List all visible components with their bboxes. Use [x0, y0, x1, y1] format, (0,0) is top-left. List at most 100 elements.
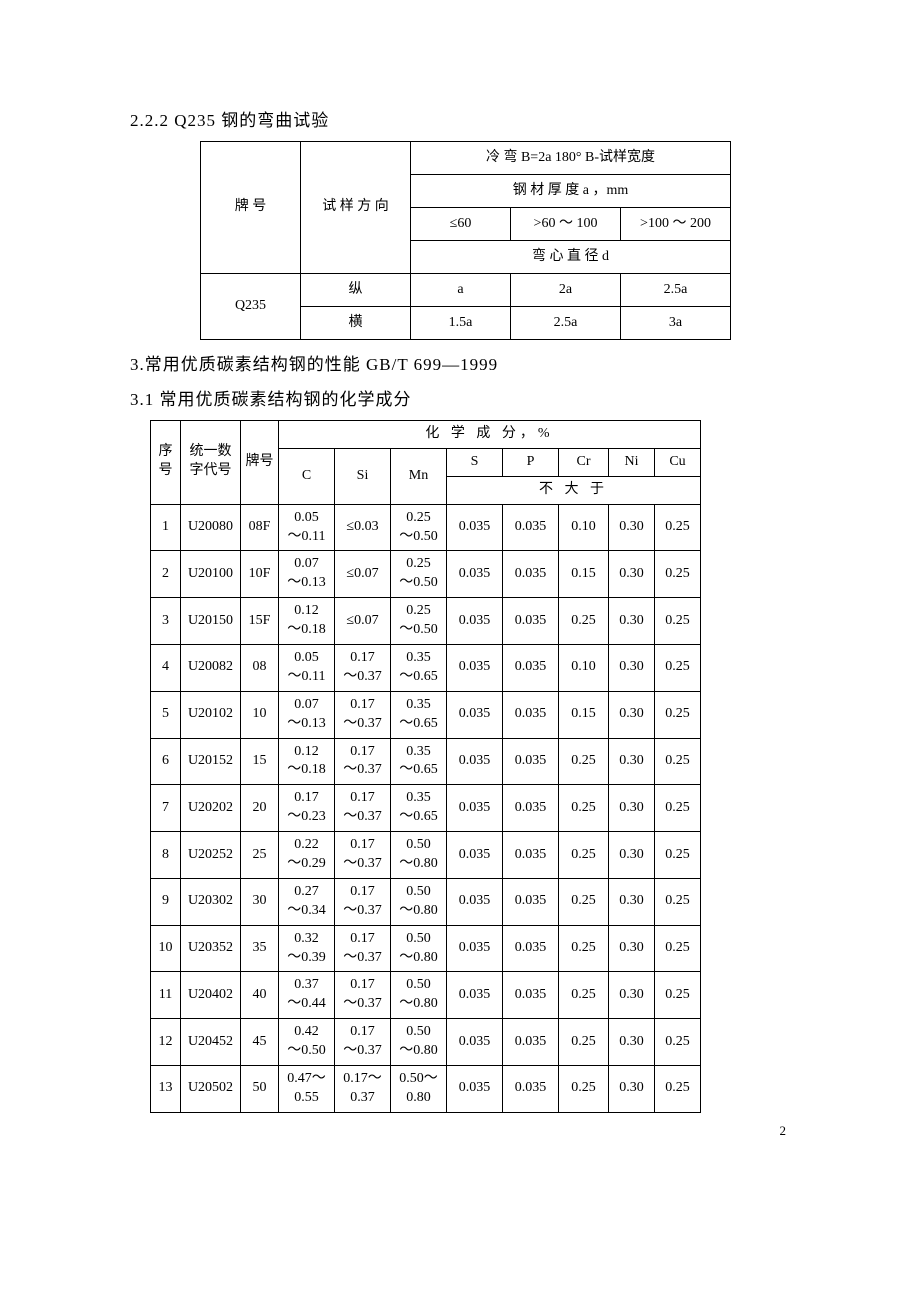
- cell-g: 08F: [241, 504, 279, 551]
- range-2: >60 ～ 100: [511, 208, 621, 241]
- cell-P: 0.035: [503, 645, 559, 692]
- cell-code: U20150: [181, 598, 241, 645]
- cell-P: 0.035: [503, 1019, 559, 1066]
- cell-Cr: 0.25: [559, 832, 609, 879]
- cell-Cr: 0.25: [559, 972, 609, 1019]
- cell-C: 0.32 ～0.39: [279, 925, 335, 972]
- cell-Ni: 0.30: [609, 645, 655, 692]
- cell-Mn: 0.25 ～0.50: [391, 551, 447, 598]
- cell-P: 0.035: [503, 878, 559, 925]
- col-Cr: Cr: [559, 448, 609, 476]
- cell-Si: 0.17 ～0.37: [335, 972, 391, 1019]
- cell-Si: ≤0.03: [335, 504, 391, 551]
- cell-g: 40: [241, 972, 279, 1019]
- cell: 2a: [511, 274, 621, 307]
- cell-Cu: 0.25: [655, 972, 701, 1019]
- cell-Si: 0.17 ～0.37: [335, 738, 391, 785]
- cell-n: 4: [151, 645, 181, 692]
- cell-S: 0.035: [447, 878, 503, 925]
- cell-g: 20: [241, 785, 279, 832]
- cell-Ni: 0.30: [609, 738, 655, 785]
- cell-Cu: 0.25: [655, 551, 701, 598]
- cell-n: 10: [151, 925, 181, 972]
- cell-g: 15: [241, 738, 279, 785]
- cell-P: 0.035: [503, 832, 559, 879]
- cell-n: 12: [151, 1019, 181, 1066]
- cell-code: U20152: [181, 738, 241, 785]
- col-direction: 试 样 方 向: [301, 142, 411, 274]
- cell-Cu: 0.25: [655, 645, 701, 692]
- cell-Cr: 0.15: [559, 551, 609, 598]
- cell-n: 7: [151, 785, 181, 832]
- cell-n: 3: [151, 598, 181, 645]
- col-chem: 化 学 成 分，%: [279, 421, 701, 449]
- cell-Mn: 0.50 ～0.80: [391, 1019, 447, 1066]
- cell-g: 15F: [241, 598, 279, 645]
- cell-n: 11: [151, 972, 181, 1019]
- cell-Si: 0.17 ～0.37: [335, 925, 391, 972]
- cell-Cu: 0.25: [655, 1019, 701, 1066]
- heading-3: 3.常用优质碳素结构钢的性能 GB/T 699—1999: [130, 350, 790, 375]
- cell-n: 13: [151, 1066, 181, 1113]
- cell-Ni: 0.30: [609, 504, 655, 551]
- cell-g: 50: [241, 1066, 279, 1113]
- page-number: 2: [130, 1123, 790, 1139]
- table-chemical-composition: 序号 统一数字代号 牌号 化 学 成 分，% C Si Mn S P Cr Ni…: [150, 420, 701, 1113]
- cell-Ni: 0.30: [609, 785, 655, 832]
- cell-Cu: 0.25: [655, 878, 701, 925]
- col-seq: 序号: [151, 421, 181, 505]
- cell-Ni: 0.30: [609, 972, 655, 1019]
- cell-S: 0.035: [447, 691, 503, 738]
- cell-S: 0.035: [447, 925, 503, 972]
- cell-n: 5: [151, 691, 181, 738]
- cell-S: 0.035: [447, 551, 503, 598]
- cell-Cu: 0.25: [655, 504, 701, 551]
- cell-P: 0.035: [503, 972, 559, 1019]
- cell-C: 0.12 ～0.18: [279, 738, 335, 785]
- cell-Si: 0.17 ～0.37: [335, 645, 391, 692]
- cell-Cu: 0.25: [655, 598, 701, 645]
- cell-Mn: 0.50～ 0.80: [391, 1066, 447, 1113]
- col-Si: Si: [335, 448, 391, 504]
- cell-Mn: 0.35 ～0.65: [391, 691, 447, 738]
- cell-C: 0.42 ～0.50: [279, 1019, 335, 1066]
- range-1: ≤60: [411, 208, 511, 241]
- cell-P: 0.035: [503, 504, 559, 551]
- cell-Ni: 0.30: [609, 925, 655, 972]
- cell-C: 0.07 ～0.13: [279, 691, 335, 738]
- cold-bend-header: 冷 弯 B=2a 180° B-试样宽度: [411, 142, 731, 175]
- cell-P: 0.035: [503, 551, 559, 598]
- cell: a: [411, 274, 511, 307]
- cell-C: 0.05 ～0.11: [279, 645, 335, 692]
- cell-g: 35: [241, 925, 279, 972]
- cell-code: U20302: [181, 878, 241, 925]
- col-C: C: [279, 448, 335, 504]
- cell-g: 30: [241, 878, 279, 925]
- cell-S: 0.035: [447, 645, 503, 692]
- cell-Cr: 0.25: [559, 925, 609, 972]
- cell: 1.5a: [411, 307, 511, 340]
- col-code: 统一数字代号: [181, 421, 241, 505]
- cell-code: U20082: [181, 645, 241, 692]
- cell-n: 9: [151, 878, 181, 925]
- cell: 2.5a: [621, 274, 731, 307]
- cell-Cr: 0.15: [559, 691, 609, 738]
- cell-Si: ≤0.07: [335, 551, 391, 598]
- range-3: >100 ～ 200: [621, 208, 731, 241]
- cell-C: 0.47～ 0.55: [279, 1066, 335, 1113]
- cell-Cr: 0.25: [559, 1019, 609, 1066]
- cell-code: U20100: [181, 551, 241, 598]
- cell-C: 0.27 ～0.34: [279, 878, 335, 925]
- cell-Cu: 0.25: [655, 738, 701, 785]
- cell-code: U20452: [181, 1019, 241, 1066]
- cell-C: 0.22 ～0.29: [279, 832, 335, 879]
- cell-Mn: 0.50 ～0.80: [391, 832, 447, 879]
- cell-Si: 0.17～ 0.37: [335, 1066, 391, 1113]
- cell-Ni: 0.30: [609, 598, 655, 645]
- cell-code: U20402: [181, 972, 241, 1019]
- cell-g: 10: [241, 691, 279, 738]
- cell-Mn: 0.25 ～0.50: [391, 504, 447, 551]
- cell-n: 2: [151, 551, 181, 598]
- thickness-header: 钢 材 厚 度 a ，mm: [411, 175, 731, 208]
- cell-Cr: 0.10: [559, 645, 609, 692]
